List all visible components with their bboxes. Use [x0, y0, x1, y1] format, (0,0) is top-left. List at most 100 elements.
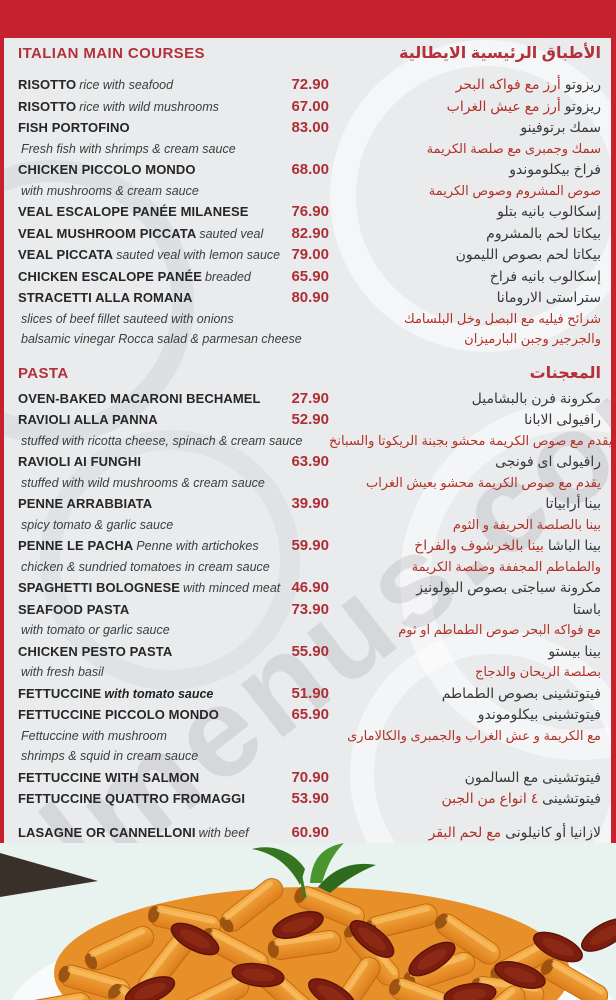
description-row: Fettuccine with mushroom مع الكريمة و عش … — [18, 726, 601, 747]
item-price: 79.00 — [291, 246, 329, 263]
item-price: 63.90 — [291, 453, 329, 470]
item-arabic-name: فيتوتشينى مع السالمون — [464, 768, 601, 785]
description-row: balsamic vinegar Rocca salad & parmesan … — [18, 329, 601, 350]
item-arabic-name: بينا أرابياتا — [545, 495, 601, 511]
item-price: 72.90 — [291, 76, 329, 93]
item-arabic-desc: صوص المشروم وصوص الكريمة — [428, 182, 601, 198]
item-inline-desc: with tomato sauce — [104, 686, 214, 701]
english-cell: CHICKEN PICCOLO MONDO — [18, 160, 257, 181]
arabic-cell: مكرونة فرن بالبشاميل — [329, 388, 601, 409]
item-arabic-name: رافيولى الابانا — [524, 411, 601, 427]
menu-item-row: CHICKEN ESCALOPE PANÉE breaded 65.90 إسكالو… — [18, 266, 601, 288]
item-inline-desc: breaded — [204, 269, 251, 284]
item-price: 59.90 — [291, 537, 329, 554]
menu-item-row: FETTUCCINE QUATTRO FROMAGGI 53.90 فيتوتشين… — [18, 788, 601, 810]
arabic-cell: بينا الباشا بينا بالخرشوف والفراخ — [329, 535, 601, 556]
description-text: chicken & sundried tomatoes in cream sau… — [21, 559, 270, 574]
english-cell: SEAFOOD PASTA — [18, 600, 257, 621]
description-text: stuffed with ricotta cheese, spinach & c… — [21, 433, 303, 448]
english-cell: RISOTTO rice with seafood — [18, 75, 257, 96]
item-name: OVEN-BAKED MACARONI BECHAMEL — [18, 390, 261, 406]
arabic-cell: سمك وجمبرى مع صلصة الكريمة — [329, 139, 601, 160]
description-row: chicken & sundried tomatoes in cream sau… — [18, 557, 601, 578]
item-name: RAVIOLI AI FUNGHI — [18, 454, 142, 469]
arabic-cell: بينا بالصلصة الحريفة و الثوم — [329, 515, 601, 536]
menu-item-row: CHICKEN PICCOLO MONDO 68.00 فراخ بيكلوموند… — [18, 159, 601, 181]
arabic-cell: ريزوتو أرز مع عيش الغراب — [329, 96, 601, 117]
item-price: 46.90 — [291, 579, 329, 596]
menu-item-row: PENNE LE PACHA Penne with artichokes 59.90… — [18, 535, 601, 557]
arabic-cell: فيتوتشينى بصوص الطماطم — [329, 683, 601, 704]
item-arabic-desc: بصلصة الريحان والدجاج — [475, 664, 601, 679]
item-price: 51.90 — [291, 684, 329, 702]
item-arabic-name: رافيولى اى فونجى — [495, 453, 601, 469]
item-arabic-name: بينا الباشا — [547, 537, 601, 553]
item-price: 83.00 — [291, 119, 329, 136]
item-name: RISOTTO — [18, 98, 77, 114]
english-cell: Fresh fish with shrimps & cream sauce — [18, 139, 257, 160]
item-arabic-name: مكرونة فرن بالبشاميل — [471, 389, 601, 406]
section-title-arabic: المعجنات — [529, 364, 601, 382]
item-inline-desc: rice with seafood — [79, 78, 174, 92]
description-text: shrimps & squid in cream sauce — [21, 749, 199, 763]
item-name: VEAL PICCATA — [18, 247, 114, 262]
item-price: 67.00 — [291, 97, 329, 115]
item-inline-desc: with minced meat — [183, 581, 281, 595]
section-title: PASTA — [18, 364, 69, 382]
item-arabic-name: فراخ بيكلوموندو — [509, 161, 601, 177]
item-price: 82.90 — [291, 224, 329, 242]
item-inline-desc: sauted veal with lemon sauce — [116, 248, 281, 262]
arabic-cell: سمك برتوفينو — [329, 117, 601, 138]
arabic-cell: فيتوتشينى ٤ انواع من الجبن — [329, 788, 601, 809]
item-name: FETTUCCINE QUATTRO FROMAGGI — [18, 791, 246, 806]
item-name: SPAGHETTI BOLOGNESE — [18, 580, 181, 595]
top-red-bar — [0, 0, 616, 38]
english-cell: FETTUCCINE PICCOLO MONDO — [18, 705, 257, 726]
description-row: shrimps & squid in cream sauce — [18, 746, 601, 767]
item-price: 68.00 — [291, 161, 329, 178]
arabic-cell: فيتوتشينى مع السالمون — [329, 767, 601, 788]
arabic-cell: ستراستى الارومانا — [329, 287, 601, 308]
item-arabic-desc: مع لحم البقر — [428, 823, 502, 840]
description-row: stuffed with wild mushrooms & cream sauc… — [18, 473, 601, 494]
item-inline-desc: with beef — [198, 825, 249, 840]
description-row: spicy tomato & garlic sauce بينا بالصلصة … — [18, 515, 601, 536]
arabic-cell: شرائح فيليه مع البصل وخل البلسامك — [329, 309, 601, 330]
item-arabic-name: سمك برتوفينو — [520, 119, 601, 135]
menu-item-row: LASAGNE OR CANNELLONI with beef 60.90 لازان… — [18, 822, 601, 844]
description-text: Fettuccine with mushroom — [21, 728, 167, 743]
description-text: balsamic vinegar Rocca salad & parmesan … — [21, 332, 302, 346]
english-cell: FISH PORTOFINO — [18, 118, 257, 139]
item-inline-desc: sauted veal — [199, 226, 264, 241]
menu-item-row: FISH PORTOFINO 83.00 سمك برتوفينو — [18, 117, 601, 139]
english-cell: Fettuccine with mushroom — [18, 726, 257, 747]
arabic-cell: ريزوتو أرز مع فواكه البحر — [329, 74, 601, 95]
menu-item-row: FETTUCCINE WITH SALMON 70.90 فيتوتشينى مع … — [18, 767, 601, 789]
item-name: PENNE LE PACHA — [18, 538, 134, 553]
section-header: PASTA المعجنات — [18, 364, 601, 384]
item-arabic-desc: أرز مع فواكه البحر — [455, 76, 561, 92]
description-row: stuffed with ricotta cheese, spinach & c… — [18, 431, 612, 452]
menu-item-row: STRACETTI ALLA ROMANA 80.90 ستراستى الاروم… — [18, 287, 601, 309]
arabic-cell: إسكالوب بانيه بتلو — [329, 201, 601, 222]
item-arabic-name: باستا — [572, 600, 601, 617]
arabic-cell: رافيولى الابانا — [329, 409, 601, 430]
english-cell: LASAGNE OR CANNELLONI with beef — [18, 823, 257, 844]
menu-item-row: SEAFOOD PASTA 73.90 باستا — [18, 599, 601, 621]
item-arabic-name: ستراستى الارومانا — [496, 289, 601, 305]
english-cell: chicken & sundried tomatoes in cream sau… — [18, 557, 270, 578]
item-arabic-name: إسكالوب بانيه فراخ — [489, 267, 601, 284]
english-cell: shrimps & squid in cream sauce — [18, 746, 257, 767]
arabic-cell: بيكاتا لحم بالمشروم — [329, 223, 601, 244]
item-arabic-name: ريزوتو — [564, 76, 601, 92]
menu-item-row: VEAL MUSHROOM PICCATA sauted veal 82.90 بيك… — [18, 223, 601, 245]
arabic-cell: والجرجير وجبن البارميزان — [329, 329, 601, 350]
english-cell: FETTUCCINE with tomato sauce — [18, 684, 257, 705]
item-arabic-name: بيكاتا لحم بالمشروم — [486, 224, 601, 241]
item-name: RISOTTO — [18, 77, 77, 92]
menu-item-row: VEAL ESCALOPE PANÉE MILANESE 76.90 إسكالوب… — [18, 201, 601, 223]
item-name: VEAL ESCALOPE PANÉE MILANESE — [18, 204, 249, 219]
arabic-cell: إسكالوب بانيه فراخ — [329, 266, 601, 287]
item-arabic-name: مكرونة سباجتى بصوص البولونيز — [416, 579, 601, 595]
